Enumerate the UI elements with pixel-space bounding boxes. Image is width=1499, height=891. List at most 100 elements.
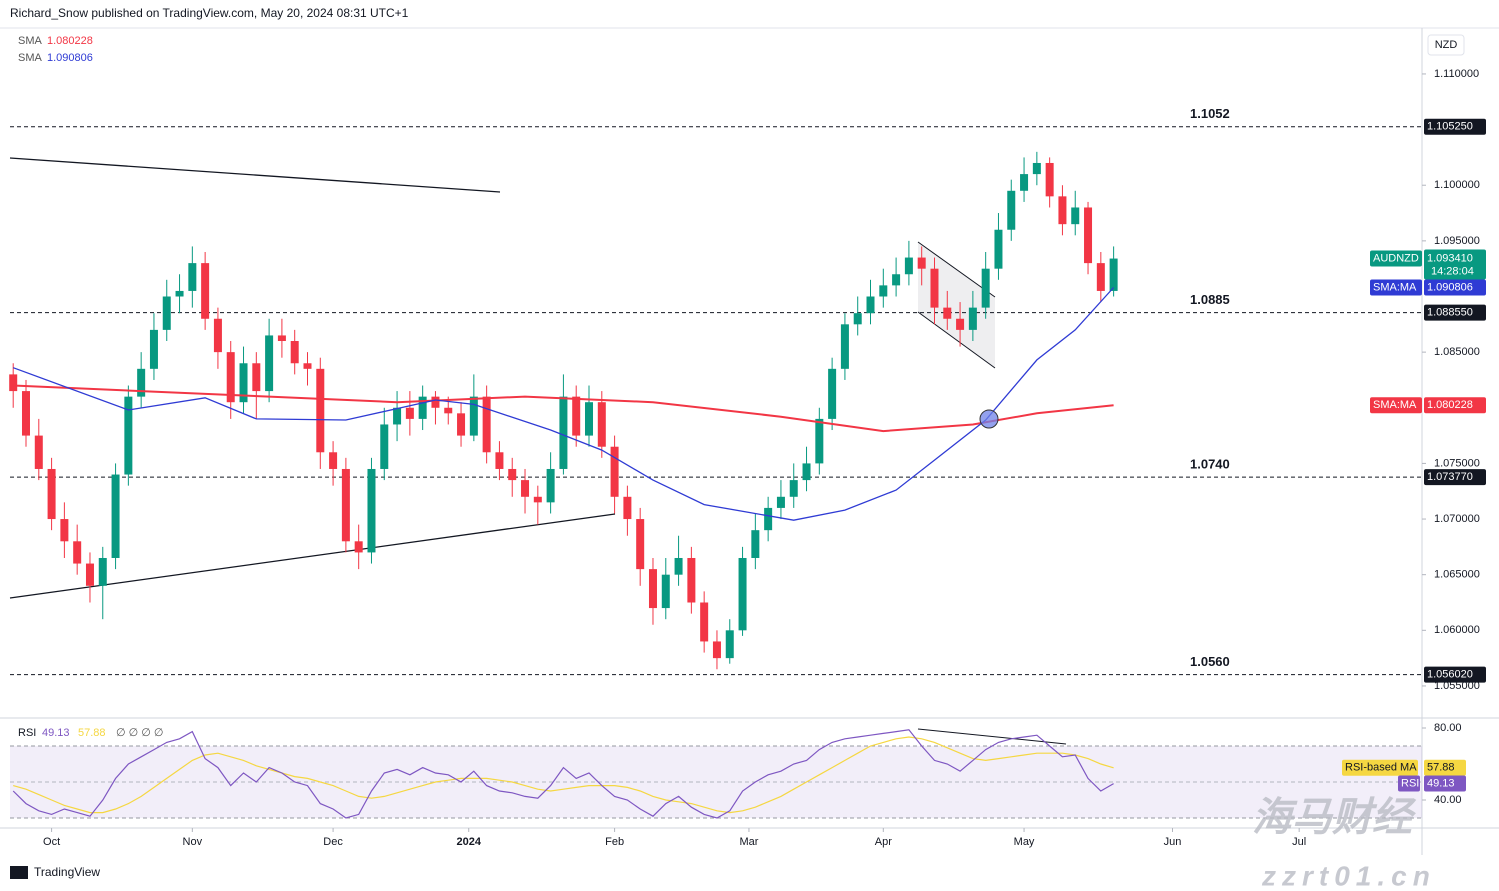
y-tick-label: 1.110000 [1434, 68, 1479, 80]
sma-badge-value-bg [1424, 279, 1486, 296]
level-label-bg [1424, 118, 1486, 135]
rsi-line [13, 736, 1114, 814]
candle-body [712, 641, 721, 659]
candle-body [610, 446, 619, 497]
candle-body [34, 435, 43, 469]
candle-body [1032, 162, 1041, 175]
candle-body [201, 263, 210, 319]
candle-body [1084, 207, 1093, 264]
level-label: 1.073770 [1427, 471, 1473, 483]
legend-name: SMA [18, 52, 43, 64]
rsi-badge-name: RSI [1401, 777, 1419, 789]
candle-body [597, 402, 606, 447]
watermark: 海马财经 [1252, 796, 1417, 840]
candle-body [636, 519, 645, 570]
rsi-legend-value: 57.88 [78, 727, 106, 739]
candle-body [162, 296, 171, 330]
candle-body [585, 402, 594, 436]
rsi-legend-value: 49.13 [42, 727, 70, 739]
logo [10, 866, 28, 879]
rsi-legend-extra: ∅ ∅ ∅ ∅ [116, 727, 164, 739]
rsi-line [12, 729, 1114, 819]
currency-box[interactable] [1427, 34, 1465, 56]
candle-body [776, 496, 785, 508]
level-label-bg [1424, 469, 1486, 486]
sma-badge-value-bg [1424, 397, 1486, 414]
candle-body [98, 557, 107, 586]
rsi-tick-label: 80.00 [1434, 722, 1462, 734]
x-tick-label: Oct [43, 836, 60, 848]
candle-body [290, 341, 299, 364]
rsi-title: RSI [18, 727, 36, 739]
candle-body [405, 407, 414, 419]
candle-body [354, 541, 363, 553]
sma-badge-value: 1.080228 [1427, 399, 1473, 411]
level-label-bg [1424, 666, 1486, 683]
countdown: 14:28:04 [1431, 265, 1474, 277]
x-tick-label: Dec [323, 836, 343, 848]
candle-body [1045, 162, 1054, 197]
candle-body [1058, 196, 1067, 225]
candle-body [47, 468, 56, 520]
trendline [9, 157, 501, 193]
rsi-tick-label: 40.00 [1434, 794, 1462, 806]
candle-body [1071, 207, 1080, 225]
candle-body [21, 391, 30, 436]
candle-body [124, 396, 133, 475]
rsi-badge-value-bg [1424, 759, 1466, 776]
level-annotation: 1.1052 [1190, 106, 1230, 121]
x-tick-label: 2024 [456, 836, 481, 848]
x-tick-label: Jul [1292, 836, 1306, 848]
candle-body [904, 257, 913, 275]
candle-body [73, 541, 82, 564]
candle-body [239, 363, 248, 403]
candle-body [661, 574, 670, 609]
rsi-badge-value-bg [1424, 775, 1466, 792]
candle-body [495, 452, 504, 469]
candle-body [623, 496, 632, 520]
candle-body [789, 480, 798, 497]
candle-body [303, 363, 312, 369]
candle-body [815, 418, 824, 464]
symbol-badge-bg [1370, 250, 1422, 267]
x-tick-label: May [1014, 836, 1035, 848]
candle-body [700, 602, 709, 642]
y-tick-label: 1.095000 [1434, 235, 1480, 247]
trendline [9, 513, 616, 599]
sma-badge-name: SMA:MA [1373, 399, 1417, 411]
candle-body [828, 368, 837, 419]
candle-body [137, 368, 146, 397]
candle-body [457, 413, 466, 436]
candle-body [188, 263, 197, 291]
candle-body [751, 530, 760, 558]
candle-body [559, 396, 568, 469]
candle-body [1109, 258, 1118, 291]
rsi-badge-name-bg [1342, 759, 1418, 776]
candle-body [1020, 174, 1029, 191]
candle-body [149, 329, 158, 369]
candle-body [879, 285, 888, 297]
legend-name: SMA [18, 35, 43, 47]
candle-body [111, 474, 120, 558]
candle-body [1096, 263, 1105, 291]
legend-value: 1.090806 [47, 52, 93, 64]
rsi-badge-value: 49.13 [1427, 777, 1455, 789]
y-tick-label: 1.100000 [1434, 179, 1480, 191]
y-tick-label: 1.075000 [1434, 457, 1480, 469]
candle-body [725, 630, 734, 659]
x-tick-label: Mar [739, 836, 758, 848]
price-badge-bg [1424, 249, 1486, 280]
legend-value: 1.080228 [47, 35, 93, 47]
level-annotation: 1.0560 [1190, 654, 1230, 669]
candle-body [341, 468, 350, 542]
watermark-site: zzrt01.cn [1261, 860, 1436, 891]
divergence-line [917, 728, 1067, 745]
y-tick-label: 1.065000 [1434, 569, 1480, 581]
candle-body [85, 563, 94, 586]
candle-body [866, 296, 875, 314]
candle-body [226, 352, 235, 403]
candle-body [853, 313, 862, 325]
candle-body [521, 480, 530, 497]
candle-body [9, 374, 18, 392]
